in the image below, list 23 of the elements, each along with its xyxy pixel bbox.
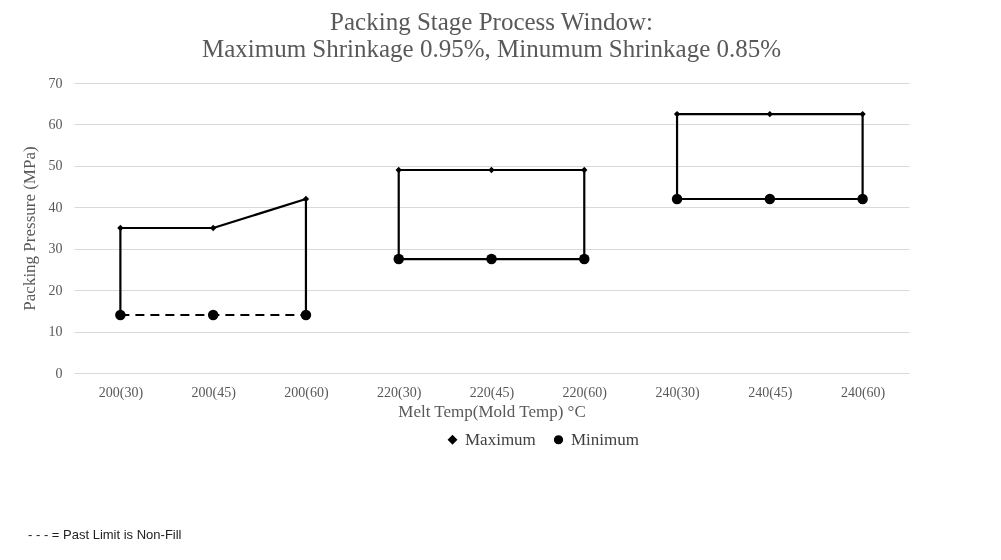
y-axis-title: Packing Pressure (MPa) bbox=[19, 146, 39, 311]
y-tick-label: 50 bbox=[48, 158, 63, 174]
x-tick-label: 220(45) bbox=[469, 384, 515, 401]
chart-title: Packing Stage Process Window: Maximum Shrinkage 0.95%, Minumum Shrinkage 0.85% bbox=[201, 8, 782, 62]
x-axis-title: Melt Temp(Mold Temp) °C bbox=[398, 401, 586, 421]
legend-label: Maximum bbox=[465, 429, 536, 449]
y-tick-label: 10 bbox=[48, 324, 63, 340]
y-tick-label: 60 bbox=[48, 116, 63, 132]
x-tick-label: 200(45) bbox=[191, 384, 237, 401]
legend-label: Minimum bbox=[571, 429, 640, 449]
y-tick-label: 70 bbox=[48, 75, 63, 91]
x-tick-label: 240(45) bbox=[748, 384, 793, 401]
x-tick-label: 240(60) bbox=[840, 384, 886, 401]
text: - - - = Past Limit is Non-Fill bbox=[28, 527, 182, 542]
y-tick-label: 30 bbox=[48, 241, 63, 257]
x-tick-label: 220(30) bbox=[377, 384, 422, 401]
x-tick-label: 200(60) bbox=[284, 384, 329, 401]
x-tick-label: 240(30) bbox=[655, 384, 701, 401]
x-tick-label: 220(60) bbox=[562, 384, 608, 401]
y-tick-label: 40 bbox=[48, 199, 63, 215]
x-tick-label: 200(30) bbox=[98, 384, 144, 401]
y-tick-label: 0 bbox=[55, 365, 63, 381]
y-tick-label: 20 bbox=[48, 282, 63, 298]
